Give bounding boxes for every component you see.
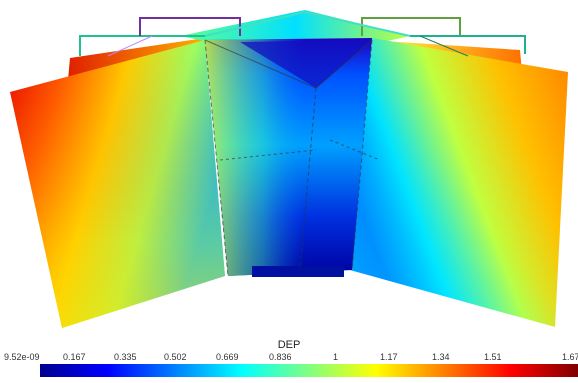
legend-colorbar [40, 364, 578, 377]
legend-tick: 1.17 [380, 352, 398, 362]
wall-panel-left-shade [10, 40, 225, 328]
legend-tick: 0.836 [269, 352, 292, 362]
wall-panel-center-shade [205, 38, 372, 276]
legend-tick: 0.502 [164, 352, 187, 362]
base-block [252, 266, 344, 277]
legend-tick: 1.67 [562, 352, 578, 362]
legend-tick: 0.669 [216, 352, 239, 362]
legend-tick: 1.51 [484, 352, 502, 362]
legend-tick: 9.52e-09 [4, 352, 40, 362]
wall-panel-center-top [240, 40, 372, 88]
structure-lines [204, 39, 381, 277]
wall-panel-right-shade [350, 38, 568, 327]
legend-title: DEP [277, 339, 301, 351]
frame-wireframe [79, 10, 526, 57]
legend-tick: 0.335 [114, 352, 137, 362]
legend-tick: 1.34 [432, 352, 450, 362]
legend-tick: 0.167 [63, 352, 86, 362]
legend-tick: 1 [333, 352, 339, 362]
